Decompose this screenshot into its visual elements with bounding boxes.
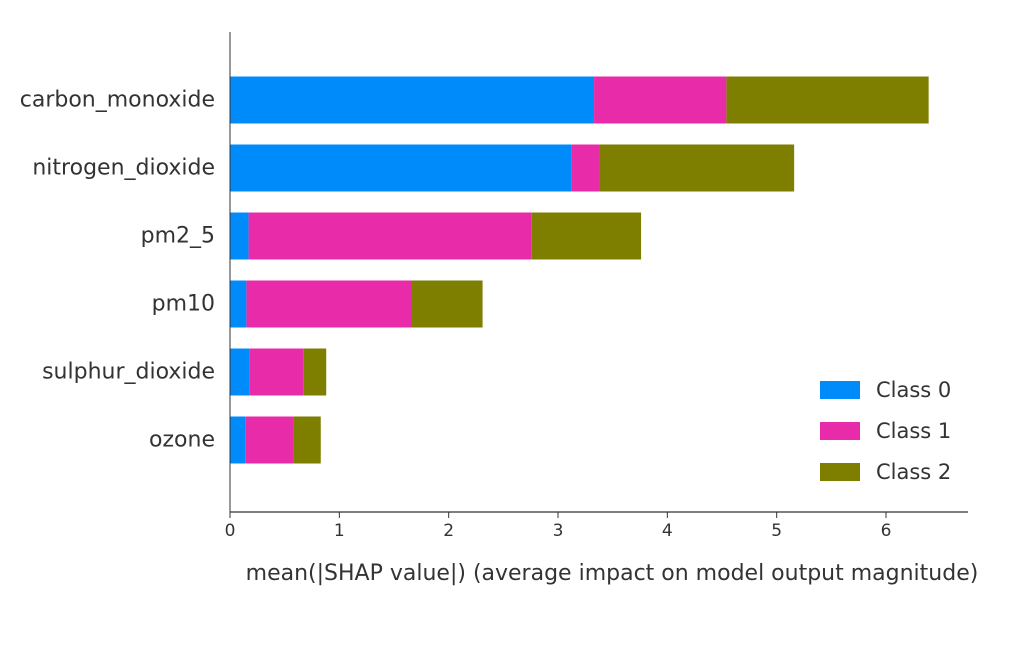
bar-nitrogen_dioxide-class-0 [230,144,572,192]
legend-swatch-class-1 [820,422,860,440]
y-tick-label-pm2_5: pm2_5 [141,224,215,249]
x-ticks: 0 1 2 3 4 5 6 [225,512,892,541]
bar-pm2_5-class-0 [230,212,249,260]
legend-label-class-0: Class 0 [876,378,951,402]
x-axis-label: mean(|SHAP value|) (average impact on mo… [246,561,979,586]
legend-label-class-2: Class 2 [876,460,951,484]
y-tick-label-carbon_monoxide: carbon_monoxide [20,88,215,113]
x-tick-label: 1 [334,521,345,541]
bar-ozone-class-0 [230,416,246,464]
x-tick-label: 5 [771,521,782,541]
legend-swatch-class-2 [820,463,860,481]
y-tick-labels: carbon_monoxide nitrogen_dioxide pm2_5 pm10… [20,88,215,453]
x-tick-label: 6 [881,521,892,541]
x-tick-label: 4 [662,521,673,541]
bar-carbon_monoxide-class-1 [594,76,727,124]
bar-ozone-class-2 [293,416,321,464]
bar-nitrogen_dioxide-class-1 [571,144,600,192]
legend: Class 0 Class 1 Class 2 [820,378,951,484]
bar-sulphur_dioxide-class-0 [230,348,250,396]
legend-swatch-class-0 [820,381,860,399]
bar-pm2_5-class-1 [248,212,532,260]
bar-sulphur_dioxide-class-2 [303,348,327,396]
bar-pm10-class-1 [246,280,412,328]
x-tick-label: 2 [443,521,454,541]
y-tick-label-sulphur_dioxide: sulphur_dioxide [42,360,215,385]
bar-sulphur_dioxide-class-1 [249,348,304,396]
bar-carbon_monoxide-class-2 [726,76,929,124]
y-tick-label-pm10: pm10 [152,292,215,317]
y-tick-label-nitrogen_dioxide: nitrogen_dioxide [32,156,215,181]
bar-carbon_monoxide-class-0 [230,76,595,124]
x-tick-label: 0 [225,521,236,541]
y-tick-label-ozone: ozone [149,428,215,453]
bar-pm10-class-2 [411,280,483,328]
bars-layer [230,76,929,464]
legend-label-class-1: Class 1 [876,419,951,443]
bar-ozone-class-1 [245,416,294,464]
bar-pm10-class-0 [230,280,247,328]
x-tick-label: 3 [553,521,564,541]
bar-pm2_5-class-2 [531,212,642,260]
bar-nitrogen_dioxide-class-2 [599,144,795,192]
